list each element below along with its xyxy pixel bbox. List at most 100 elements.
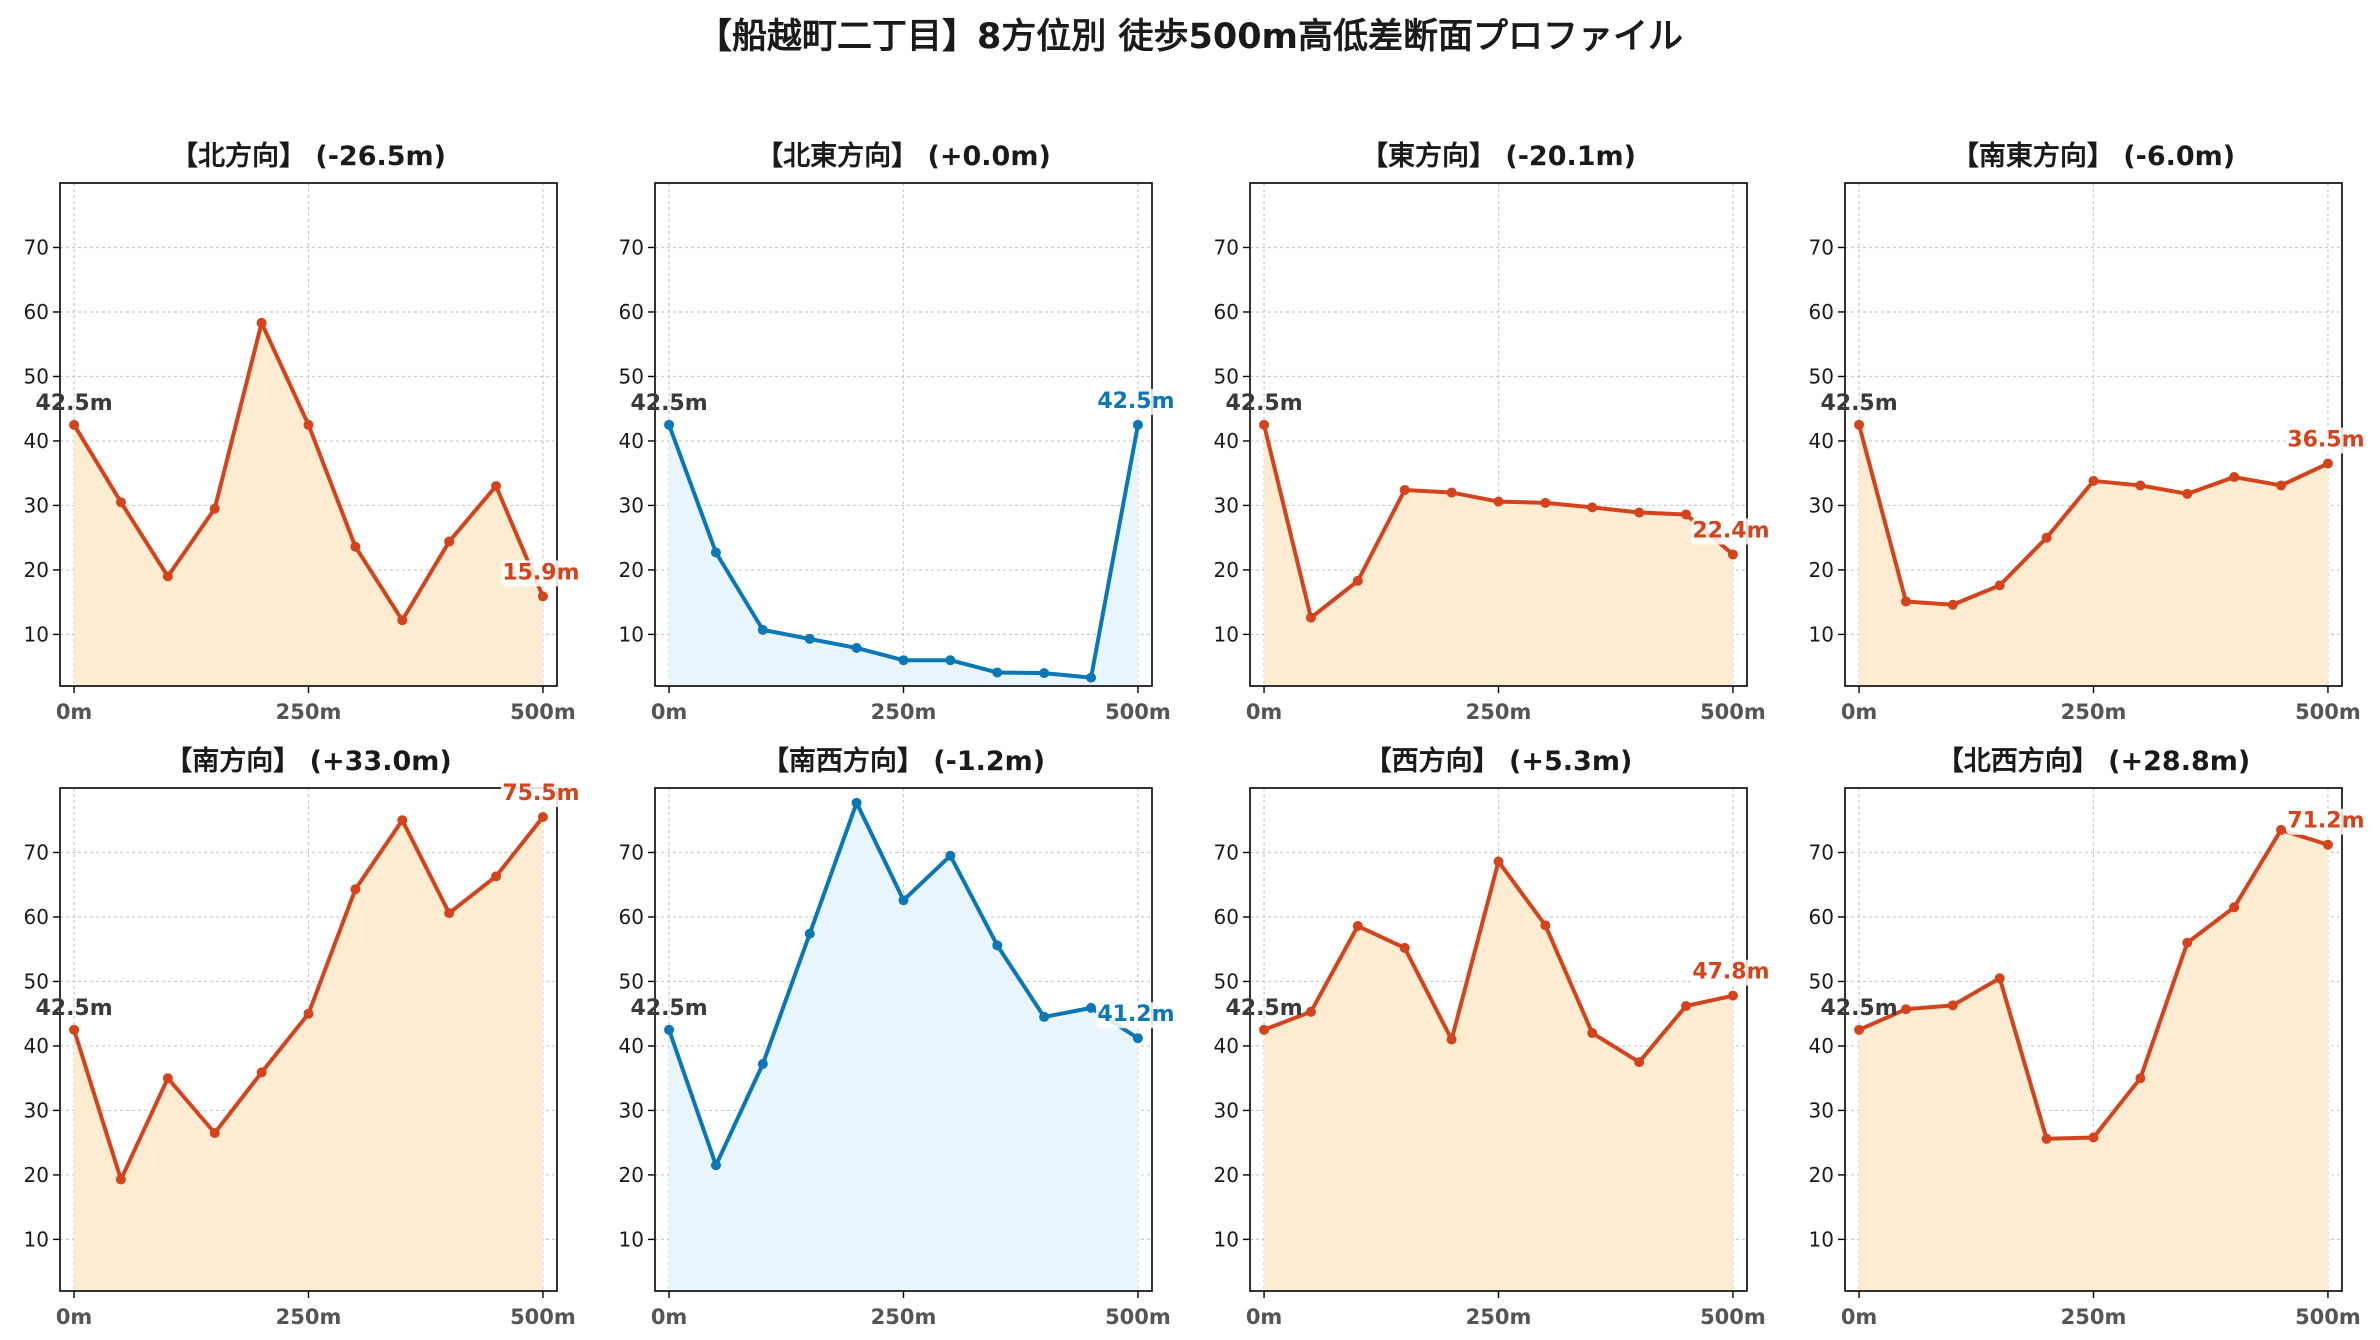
data-point bbox=[992, 940, 1003, 951]
start-elevation-label: 42.5m bbox=[1820, 996, 1897, 1021]
y-tick-label: 50 bbox=[1214, 969, 1239, 993]
y-tick-label: 30 bbox=[1214, 1098, 1239, 1122]
end-label-bg bbox=[2285, 808, 2366, 835]
y-tick-label: 70 bbox=[1214, 235, 1239, 259]
end-label-bg bbox=[1095, 388, 1176, 415]
y-tick-label: 10 bbox=[619, 622, 644, 646]
end-label-bg bbox=[500, 560, 581, 587]
data-point bbox=[1039, 1011, 1050, 1022]
data-point bbox=[1994, 580, 2005, 591]
data-point bbox=[945, 655, 956, 666]
data-point bbox=[1399, 484, 1410, 495]
data-point bbox=[303, 419, 314, 430]
y-tick-label: 70 bbox=[619, 235, 644, 259]
area-fill bbox=[669, 424, 1138, 686]
end-label-bg bbox=[1690, 959, 1771, 986]
start-elevation-label: 42.5m bbox=[630, 996, 707, 1021]
data-point bbox=[2182, 488, 2193, 499]
chart-title: 【東方向】 (-20.1m) bbox=[1361, 140, 1636, 172]
end-elevation-label: 71.2m bbox=[2287, 809, 2364, 834]
x-tick-label: 500m bbox=[1105, 1305, 1171, 1329]
y-tick-label: 40 bbox=[619, 1034, 644, 1058]
y-tick-label: 30 bbox=[1809, 493, 1834, 517]
data-point bbox=[115, 497, 126, 508]
y-tick-label: 60 bbox=[619, 300, 644, 324]
x-tick-label: 250m bbox=[2061, 700, 2127, 724]
y-tick-label: 40 bbox=[1809, 429, 1834, 453]
data-point bbox=[1681, 1000, 1692, 1011]
y-tick-label: 10 bbox=[24, 622, 49, 646]
end-label-bg bbox=[500, 781, 581, 808]
y-tick-label: 20 bbox=[1809, 1163, 1834, 1187]
x-tick-label: 500m bbox=[2295, 700, 2361, 724]
y-tick-label: 10 bbox=[619, 1227, 644, 1251]
data-point bbox=[162, 1073, 173, 1084]
data-point bbox=[2088, 475, 2099, 486]
y-tick-label: 50 bbox=[619, 969, 644, 993]
data-point bbox=[2135, 1073, 2146, 1084]
y-tick-label: 60 bbox=[1214, 905, 1239, 929]
y-tick-label: 10 bbox=[24, 1227, 49, 1251]
y-tick-label: 60 bbox=[619, 905, 644, 929]
y-tick-label: 60 bbox=[24, 905, 49, 929]
data-point bbox=[757, 624, 768, 635]
data-point bbox=[209, 503, 220, 514]
area-fill bbox=[74, 322, 543, 686]
y-tick-label: 30 bbox=[1809, 1098, 1834, 1122]
x-tick-label: 250m bbox=[871, 700, 937, 724]
data-point bbox=[1259, 419, 1270, 430]
data-point bbox=[1947, 599, 1958, 610]
y-tick-label: 70 bbox=[24, 840, 49, 864]
y-tick-label: 20 bbox=[24, 558, 49, 582]
y-tick-label: 40 bbox=[24, 429, 49, 453]
start-elevation-label: 42.5m bbox=[35, 391, 112, 416]
x-tick-label: 250m bbox=[276, 700, 342, 724]
data-point bbox=[2229, 902, 2240, 913]
end-label-bg bbox=[1095, 1002, 1176, 1029]
y-tick-label: 20 bbox=[1214, 1163, 1239, 1187]
data-point bbox=[664, 419, 675, 430]
data-point bbox=[710, 547, 721, 558]
data-point bbox=[664, 1024, 675, 1035]
data-point bbox=[1634, 1057, 1645, 1068]
data-point bbox=[1132, 1033, 1143, 1044]
data-point bbox=[1587, 502, 1598, 513]
y-tick-label: 30 bbox=[619, 1098, 644, 1122]
data-point bbox=[2182, 937, 2193, 948]
start-elevation-label: 42.5m bbox=[35, 996, 112, 1021]
data-point bbox=[256, 317, 267, 328]
x-tick-label: 0m bbox=[651, 1305, 688, 1329]
x-tick-label: 0m bbox=[1841, 1305, 1878, 1329]
area-fill bbox=[1264, 861, 1733, 1291]
data-point bbox=[804, 633, 815, 644]
data-point bbox=[2229, 472, 2240, 483]
data-point bbox=[757, 1059, 768, 1070]
data-point bbox=[2276, 480, 2287, 491]
data-point bbox=[69, 1024, 80, 1035]
x-tick-label: 500m bbox=[1700, 700, 1766, 724]
y-tick-label: 10 bbox=[1214, 622, 1239, 646]
end-elevation-label: 47.8m bbox=[1692, 960, 1769, 985]
chart-panel-0: 【北方向】 (-26.5m) 10 20 30 40 50 60 70 0m 250m 500m 42… bbox=[24, 140, 581, 724]
chart-title: 【北方向】 (-26.5m) bbox=[171, 140, 446, 172]
chart-title: 【西方向】 (+5.3m) bbox=[1365, 745, 1633, 777]
end-elevation-label: 36.5m bbox=[2287, 428, 2364, 453]
data-point bbox=[1900, 1004, 1911, 1015]
data-point bbox=[397, 815, 408, 826]
end-elevation-label: 75.5m bbox=[502, 781, 579, 806]
y-tick-label: 60 bbox=[1809, 300, 1834, 324]
end-elevation-label: 41.2m bbox=[1097, 1002, 1174, 1027]
data-point bbox=[1634, 507, 1645, 518]
data-point bbox=[209, 1128, 220, 1139]
data-point bbox=[2088, 1132, 2099, 1143]
data-point bbox=[1900, 596, 1911, 607]
y-tick-label: 20 bbox=[1809, 558, 1834, 582]
data-point bbox=[1399, 942, 1410, 953]
data-point bbox=[1259, 1024, 1270, 1035]
y-tick-label: 50 bbox=[1809, 364, 1834, 388]
chart-title: 【北東方向】 (+0.0m) bbox=[756, 140, 1051, 172]
area-fill bbox=[1859, 829, 2328, 1291]
y-tick-label: 30 bbox=[24, 1098, 49, 1122]
y-tick-label: 70 bbox=[1214, 840, 1239, 864]
y-tick-label: 60 bbox=[24, 300, 49, 324]
